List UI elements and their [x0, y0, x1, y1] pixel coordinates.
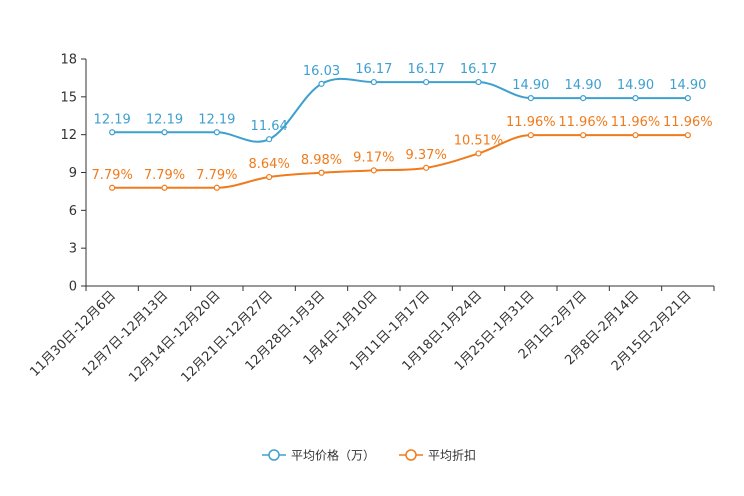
y-tick-label: 0: [69, 280, 77, 295]
data-point[interactable]: [632, 132, 639, 139]
data-label: 11.96%: [611, 115, 661, 130]
legend-label: 平均折扣: [428, 448, 476, 463]
y-tick-label: 18: [60, 53, 77, 68]
y-tick-label: 12: [60, 128, 77, 143]
data-label: 8.98%: [301, 153, 342, 168]
data-point[interactable]: [318, 80, 325, 87]
data-point[interactable]: [370, 167, 377, 174]
series-2: 7.79% 7.79% 7.79% 8.64% 8.98% 9.17% 9.37% 10.51…: [92, 115, 713, 191]
legend-item-2[interactable]: 平均折扣: [399, 448, 476, 463]
y-tick-group: 0 3 6 9 12 15 18: [60, 53, 86, 295]
data-label: 12.19: [94, 112, 131, 127]
data-label: 11.96%: [558, 115, 608, 130]
data-label: 12.19: [146, 112, 183, 127]
data-label: 14.90: [617, 78, 654, 93]
series-layer: 12.19 12.19 12.19 11.64 16.03 16.17 16.17 16.17…: [92, 62, 713, 191]
y-tick-label: 9: [69, 166, 77, 181]
data-label: 11.64: [251, 119, 288, 134]
data-point[interactable]: [213, 184, 220, 191]
data-point[interactable]: [475, 150, 482, 157]
data-label: 11.96%: [506, 115, 556, 130]
data-point[interactable]: [475, 78, 482, 86]
series-1: 12.19 12.19 12.19 11.64 16.03 16.17 16.17 16.17…: [94, 62, 706, 143]
data-label: 16.03: [303, 64, 340, 79]
data-point[interactable]: [527, 132, 534, 139]
data-point[interactable]: [684, 94, 691, 102]
x-tick-group: 11月30日-12月6日12月7日-12月13日12月14日-12月20日12月…: [27, 286, 715, 386]
data-point[interactable]: [423, 78, 430, 86]
data-label: 14.90: [512, 78, 549, 93]
data-point[interactable]: [423, 164, 430, 171]
data-point[interactable]: [266, 173, 273, 181]
data-label: 7.79%: [144, 168, 185, 183]
data-point[interactable]: [580, 94, 587, 102]
x-tick-label: 12月14日-12月20日: [126, 288, 223, 385]
data-label: 9.17%: [353, 150, 394, 165]
data-point[interactable]: [684, 132, 691, 139]
data-point[interactable]: [109, 184, 116, 191]
data-point[interactable]: [161, 129, 168, 136]
data-label: 16.17: [355, 62, 392, 77]
legend-marker-icon: [268, 449, 280, 461]
data-label: 14.90: [565, 78, 602, 93]
x-tick-label: 11月30日-12月6日: [27, 288, 119, 380]
data-label: 16.17: [460, 62, 497, 77]
data-point[interactable]: [213, 129, 220, 136]
data-label: 8.64%: [249, 157, 290, 172]
data-point[interactable]: [527, 94, 534, 102]
legend[interactable]: 平均价格（万） 平均折扣: [262, 448, 476, 463]
data-point[interactable]: [109, 129, 116, 136]
legend-item-1[interactable]: 平均价格（万）: [262, 448, 375, 463]
data-label: 10.51%: [454, 133, 504, 148]
data-point[interactable]: [370, 78, 377, 86]
data-label: 16.17: [408, 62, 445, 77]
data-point[interactable]: [161, 184, 168, 191]
x-tick-label: 12月21日-12月27日: [179, 288, 276, 385]
data-point[interactable]: [266, 136, 273, 143]
y-tick-label: 6: [69, 204, 77, 219]
series-line: [112, 134, 688, 189]
data-label: 11.96%: [663, 115, 713, 130]
axes: 0 3 6 9 12 15 18 11月30日-12月6日12月7日-12月13日12月14…: [27, 53, 715, 386]
legend-label: 平均价格（万）: [291, 448, 375, 463]
data-point[interactable]: [580, 132, 587, 139]
data-point[interactable]: [318, 169, 325, 176]
data-label: 12.19: [198, 112, 235, 127]
legend-marker-icon: [405, 449, 417, 461]
data-label: 14.90: [669, 78, 706, 93]
data-label: 7.79%: [196, 168, 237, 183]
y-tick-label: 15: [60, 90, 77, 105]
data-point[interactable]: [632, 94, 639, 102]
data-label: 7.79%: [92, 168, 133, 183]
y-tick-label: 3: [69, 242, 77, 257]
data-label: 9.37%: [406, 148, 447, 163]
